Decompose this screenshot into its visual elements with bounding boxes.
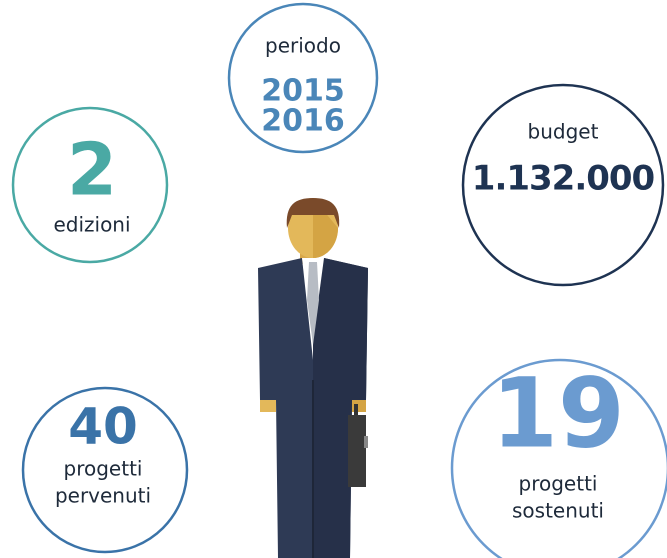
label: periodo [265,34,341,58]
value: 1.132.000 [472,159,655,199]
label: sostenuti [512,499,604,523]
value: 2016 [261,104,345,139]
value: 19 [491,357,625,469]
label: edizioni [53,213,130,237]
value: 40 [68,398,138,456]
label: progetti [64,457,143,481]
label: budget [528,120,599,144]
label: progetti [519,472,598,496]
value: 2 [67,128,117,212]
person-illustration [258,198,368,558]
infographic: periodo 2015 2016 budget 1.132.000 2 edi… [0,0,667,558]
label: pervenuti [55,484,151,508]
